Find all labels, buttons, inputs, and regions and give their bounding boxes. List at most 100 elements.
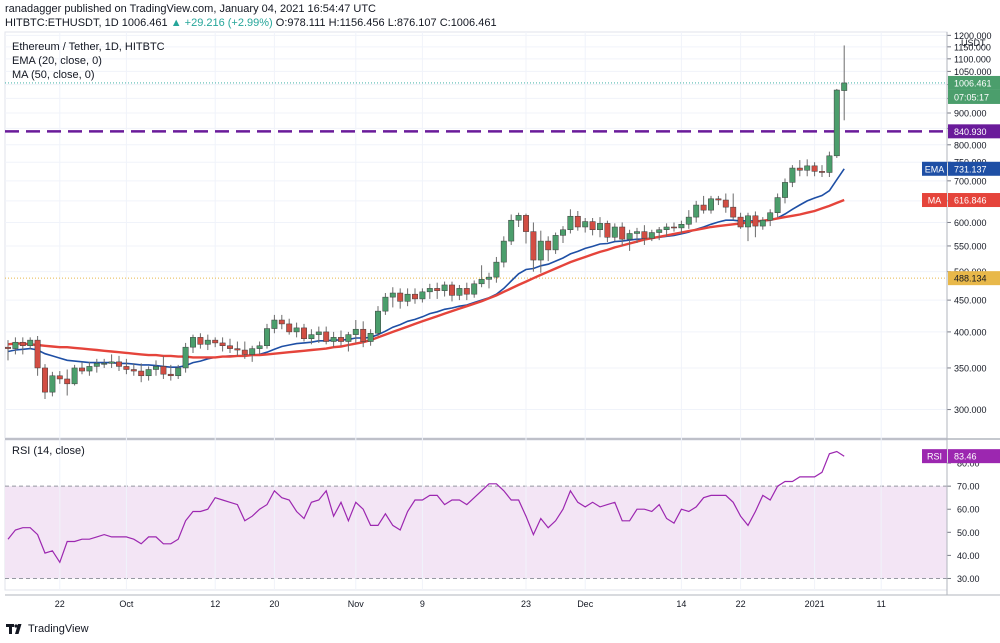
ema-value-tag: 731.137 bbox=[954, 164, 987, 174]
candle-down bbox=[212, 339, 219, 344]
publish-info: ranadagger published on TradingView.com,… bbox=[5, 3, 376, 15]
ema-value-tag-bg bbox=[948, 161, 1000, 176]
candle-down bbox=[56, 375, 63, 380]
candle-down bbox=[197, 337, 204, 345]
candle-down bbox=[796, 167, 803, 171]
candle-up bbox=[478, 279, 485, 285]
price-tick-label: 1050.000 bbox=[954, 67, 992, 77]
rsi-value-tag: 83.46 bbox=[954, 452, 977, 462]
time-tick-label: 20 bbox=[269, 599, 279, 609]
candle-up bbox=[426, 288, 433, 293]
rsi-tick-label: 70.00 bbox=[957, 482, 980, 492]
candle-up bbox=[537, 240, 544, 261]
last-price-tag-bg bbox=[948, 75, 1000, 90]
candle-up bbox=[71, 367, 78, 385]
candle-up bbox=[648, 232, 655, 239]
price-tick-label: 300.000 bbox=[954, 405, 987, 415]
candle-up bbox=[271, 319, 278, 329]
candle-up bbox=[678, 224, 685, 229]
rsi-line bbox=[7, 450, 845, 564]
time-tick-label: 9 bbox=[420, 599, 425, 609]
tradingview-logo[interactable]: TradingView bbox=[6, 623, 89, 635]
last-price-tag: 1006.461 bbox=[954, 78, 992, 88]
candle-down bbox=[123, 366, 130, 370]
ma-value-tag-prefix: MA bbox=[928, 196, 942, 206]
candle-down bbox=[434, 288, 441, 291]
time-tick-label: 11 bbox=[877, 599, 886, 609]
candle-up bbox=[515, 215, 522, 221]
price-tick-label: 1150.000 bbox=[954, 42, 991, 52]
ema-value-tag-prefix: EMA bbox=[925, 164, 945, 174]
candle-down bbox=[167, 373, 174, 377]
ema-line bbox=[7, 168, 845, 369]
candle-down bbox=[160, 366, 167, 375]
candle-up bbox=[190, 337, 196, 348]
candle-up bbox=[153, 366, 159, 370]
time-tick-label: Oct bbox=[119, 599, 134, 609]
candle-down bbox=[19, 341, 26, 347]
candle-down bbox=[42, 367, 48, 393]
candle-up bbox=[345, 334, 352, 342]
support-value-tag: 488.134 bbox=[954, 274, 987, 284]
candle-up bbox=[493, 261, 500, 278]
candle-up bbox=[552, 235, 559, 251]
rsi-tick-label: 30.00 bbox=[957, 574, 980, 584]
ma-value-tag: 616.846 bbox=[954, 196, 987, 206]
candle-up bbox=[27, 339, 34, 347]
candle-down bbox=[700, 204, 707, 211]
ma-value-tag-prefix-bg bbox=[922, 193, 947, 208]
candle-up bbox=[471, 283, 478, 295]
legend-ma: MA (50, close, 0) bbox=[12, 69, 95, 81]
candle-up bbox=[508, 219, 515, 242]
candle-up bbox=[101, 363, 108, 365]
candle-down bbox=[360, 328, 367, 342]
candle-down bbox=[219, 342, 226, 347]
candle-up bbox=[419, 291, 426, 300]
legend-rsi: RSI (14, close) bbox=[12, 445, 85, 457]
candle-down bbox=[138, 370, 145, 377]
price-chart-svg[interactable]: 300.000350.000400.000450.000500.000550.0… bbox=[0, 30, 1000, 615]
candle-up bbox=[826, 155, 833, 173]
candle-up bbox=[264, 328, 270, 347]
symbol: HITBTC:ETHUSDT, 1D bbox=[5, 17, 119, 29]
candle-up bbox=[367, 333, 374, 342]
candle-down bbox=[64, 378, 71, 385]
rsi-value-tag-prefix: RSI bbox=[927, 452, 942, 462]
ma-line bbox=[7, 198, 845, 359]
candle-down bbox=[227, 345, 233, 349]
main-pane-frame bbox=[4, 31, 948, 439]
time-tick-label: 14 bbox=[676, 599, 686, 609]
candle-up bbox=[789, 167, 796, 183]
last-price: 1006.461 bbox=[121, 17, 168, 29]
time-tick-label: Nov bbox=[348, 599, 365, 609]
price-change: ▲ +29.216 (+2.99%) bbox=[170, 17, 273, 29]
ma-value-tag-bg bbox=[948, 193, 1000, 208]
resistance-value-tag: 840.930 bbox=[954, 127, 987, 137]
candle-down bbox=[79, 367, 85, 372]
chart-area[interactable]: 300.000350.000400.000450.000500.000550.0… bbox=[0, 30, 1000, 615]
candle-up bbox=[330, 337, 337, 342]
time-tick-label: Dec bbox=[577, 599, 594, 609]
main-legend: Ethereum / Tether, 1D, HITBTC EMA (20, c… bbox=[12, 40, 165, 82]
candle-up bbox=[611, 226, 618, 238]
candle-down bbox=[463, 288, 470, 295]
candle-up bbox=[782, 182, 788, 198]
rsi-band bbox=[5, 486, 947, 579]
candle-up bbox=[708, 198, 714, 211]
candle-up bbox=[560, 229, 566, 236]
candle-up bbox=[308, 334, 315, 339]
chart-header: ranadagger published on TradingView.com,… bbox=[0, 0, 1000, 30]
candle-down bbox=[530, 231, 537, 261]
candle-up bbox=[249, 348, 256, 355]
candle-down bbox=[737, 216, 744, 228]
candle-down bbox=[323, 331, 330, 342]
candle-up bbox=[441, 284, 448, 291]
candle-up bbox=[833, 89, 840, 157]
candle-down bbox=[604, 223, 611, 238]
candle-down bbox=[286, 323, 293, 333]
candle-down bbox=[130, 369, 137, 372]
candle-down bbox=[722, 199, 729, 208]
price-tick-label: 1100.000 bbox=[954, 54, 991, 64]
price-tick-label: 450.000 bbox=[954, 296, 987, 306]
time-tick-label: 22 bbox=[736, 599, 746, 609]
